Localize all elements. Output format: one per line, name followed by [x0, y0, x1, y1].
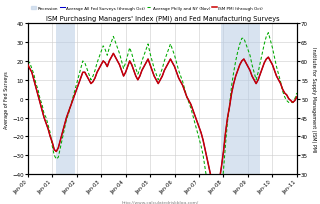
Text: http://www.calculatedriskblog.com/: http://www.calculatedriskblog.com/ — [121, 200, 199, 204]
Y-axis label: Institute for Supply Management (ISM) PMI: Institute for Supply Management (ISM) PM… — [311, 47, 316, 152]
Title: ISM Purchasing Managers' Index (PMI) and Fed Manufacturing Surveys: ISM Purchasing Managers' Index (PMI) and… — [45, 15, 279, 21]
Y-axis label: Average of Fed Surveys: Average of Fed Surveys — [4, 70, 9, 128]
Bar — [221, 24, 260, 174]
Bar — [56, 24, 75, 174]
Legend: Recession, Average All Fed Surveys (through Oct), Average Philly and NY (Nov), I: Recession, Average All Fed Surveys (thro… — [30, 5, 265, 12]
